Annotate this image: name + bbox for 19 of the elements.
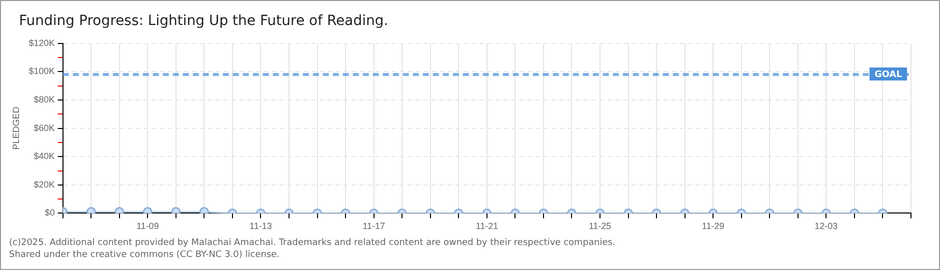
text: (c)2025. Additional content provided by Malachai Amachai. Trademarks and related content are owned by their respective companies. — [9, 237, 616, 249]
ref-line-label: GOAL — [874, 70, 902, 80]
y-axis-title: PLEDGED — [10, 106, 21, 150]
x-tick-label: 11-09 — [136, 221, 159, 232]
x-tick-label: 11-29 — [702, 221, 724, 232]
x-tick-label: 12-03 — [814, 221, 838, 232]
y-tick-label: $80K — [34, 94, 55, 104]
y-tick-label: $100K — [28, 66, 55, 76]
x-tick-label: 11-21 — [476, 221, 498, 232]
y-tick-label: $60K — [34, 122, 55, 133]
x-tick-label: 11-13 — [250, 221, 272, 232]
y-tick-label: $40K — [34, 151, 55, 162]
y-tick-label: $20K — [34, 179, 55, 190]
chart-title: Funding Progress: Lighting Up the Future of Reading. — [19, 13, 388, 29]
text: Shared under the creative commons (CC BY-NC 3.0) license. — [9, 249, 281, 261]
x-tick-label: 11-17 — [362, 221, 385, 232]
y-tick-label: $0 — [44, 208, 55, 218]
x-tick-label: 11-25 — [588, 221, 612, 232]
y-tick-label: $120K — [28, 38, 55, 48]
